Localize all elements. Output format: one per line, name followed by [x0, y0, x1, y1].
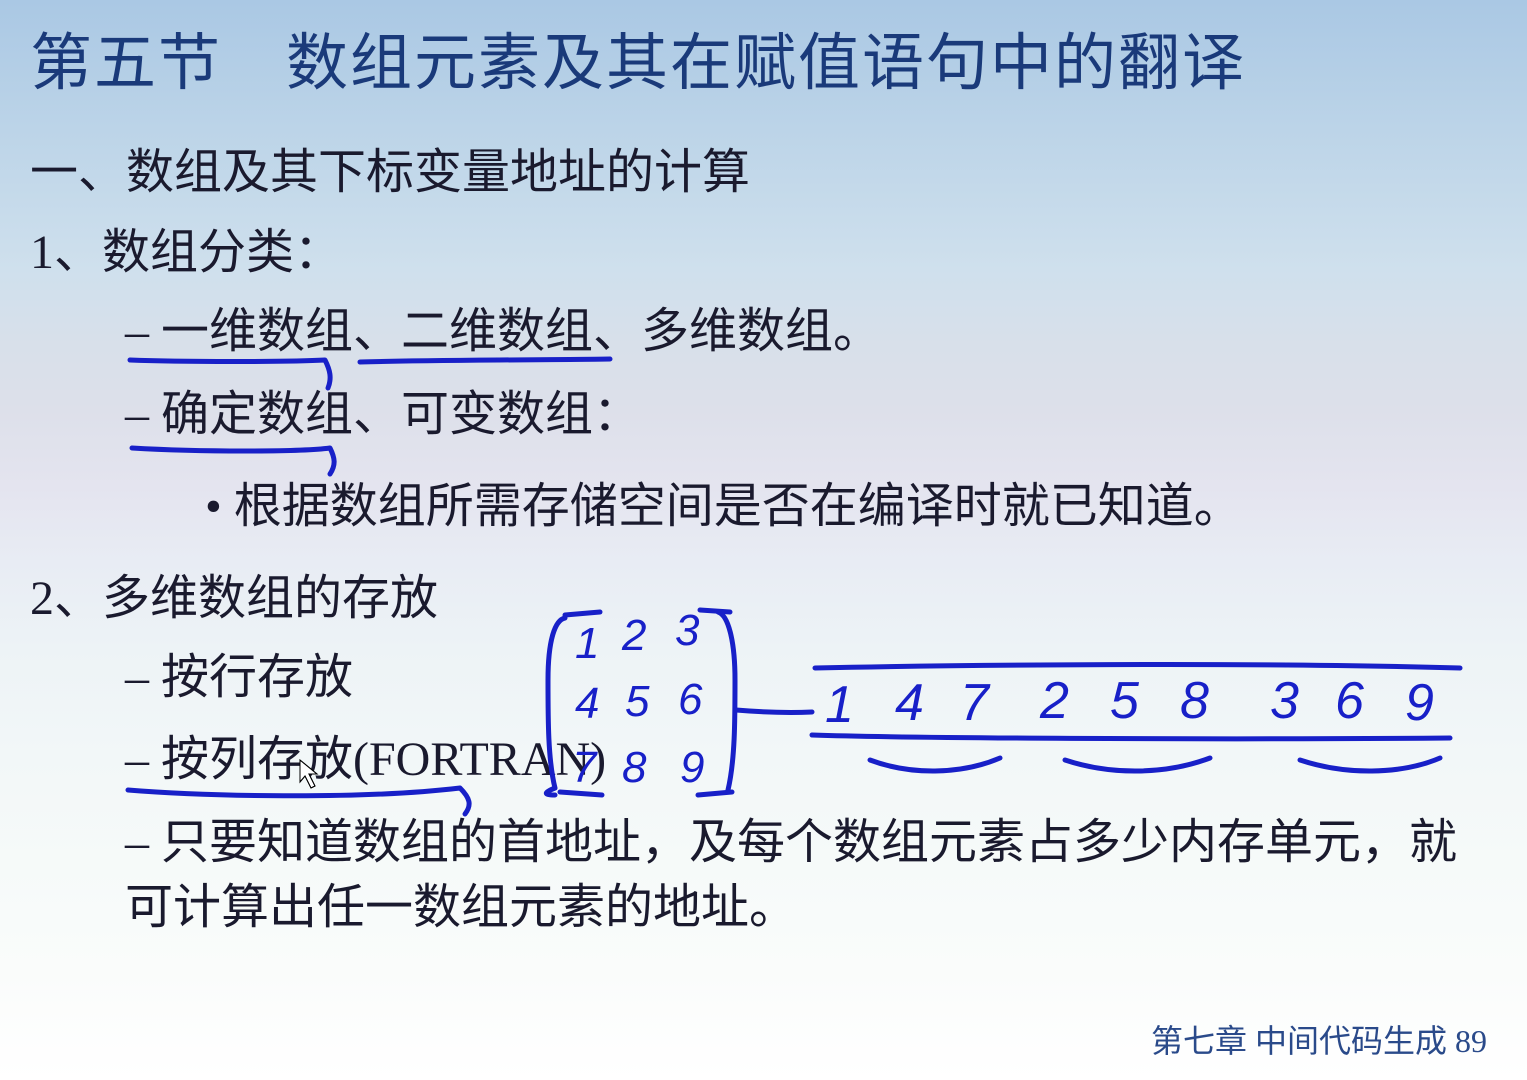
slide-body: 一、数组及其下标变量地址的计算 1、数组分类： – 一维数组、二维数组、多维数组…: [0, 102, 1527, 941]
bullet-1: • 根据数组所需存储空间是否在编译时就已知道。: [205, 466, 1487, 536]
slide-title: 第五节 数组元素及其在赋值语句中的翻译: [0, 0, 1527, 102]
item-2: 2、多维数组的存放: [30, 558, 1487, 628]
item-1: 1、数组分类：: [30, 212, 1487, 282]
section-heading-1: 一、数组及其下标变量地址的计算: [30, 132, 1487, 202]
slide-footer: 第七章 中间代码生成 89: [1151, 1016, 1487, 1062]
dash-3: – 按行存放: [125, 646, 1487, 711]
dash-2: – 确定数组、可变数组：: [125, 383, 1487, 448]
dash-4: – 按列存放(FORTRAN): [125, 728, 1487, 793]
dash-1: – 一维数组、二维数组、多维数组。: [125, 300, 1487, 365]
dash-5: – 只要知道数组的首地址，及每个数组元素占多少内存单元，就可计算出任一数组元素的…: [125, 811, 1487, 941]
